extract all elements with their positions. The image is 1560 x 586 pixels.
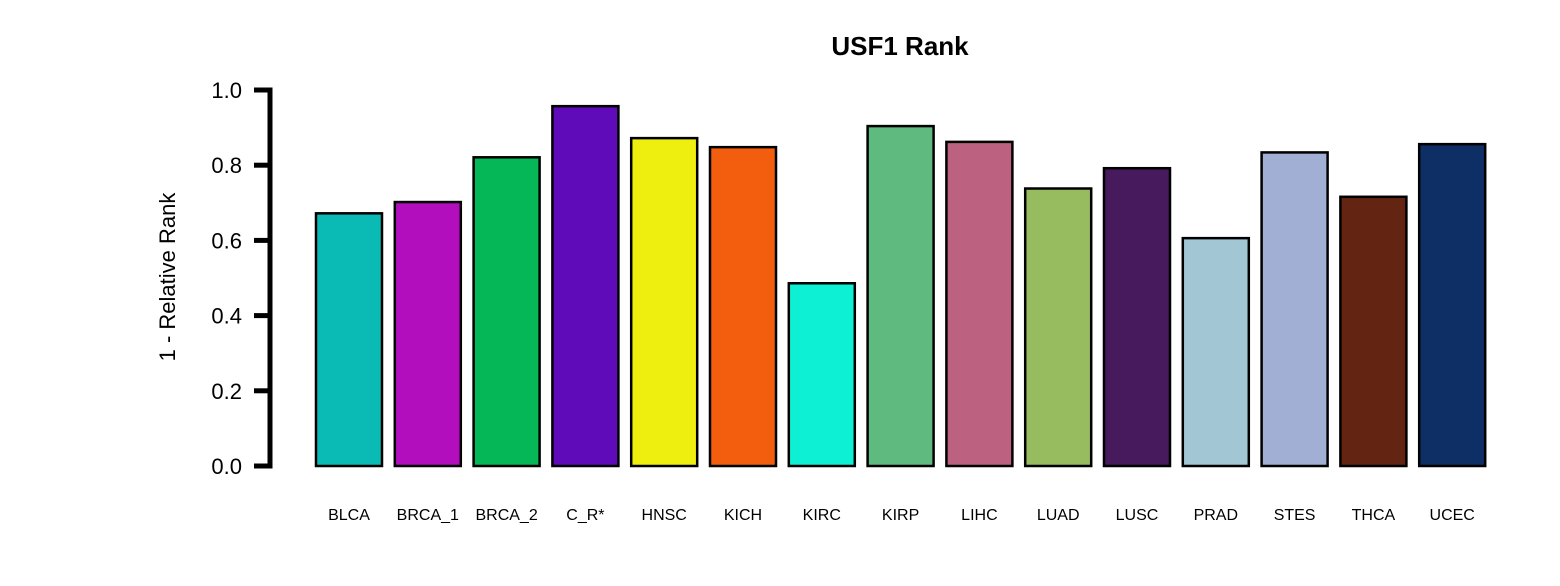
bar-luad: [1023, 187, 1093, 468]
bar-brca-2: [472, 156, 541, 468]
y-tick-label: 1.0: [211, 78, 242, 103]
x-tick-label: BLCA: [328, 507, 370, 524]
bar-lusc: [1102, 166, 1172, 468]
bar-brca-1: [393, 200, 463, 468]
x-axis-labels: BLCA BRCA_1 BRCA_2 C_R* HNSC KICH KIRC KIRP LIHC…: [328, 507, 1475, 524]
bar-c-r: [551, 104, 620, 468]
y-tick-label: 0.4: [211, 304, 242, 329]
y-tick-label: 0.8: [211, 153, 242, 178]
bar-kirc: [787, 282, 857, 468]
bar-ucec: [1417, 142, 1487, 468]
bars: [314, 104, 1487, 468]
x-tick-label: BRCA_2: [475, 507, 537, 524]
x-tick-label: HNSC: [642, 507, 687, 524]
y-tick-label: 0.2: [211, 379, 242, 404]
bar-kirp: [866, 124, 935, 468]
bar-stes: [1260, 151, 1329, 468]
bar-prad: [1181, 236, 1251, 468]
x-tick-label: STES: [1274, 507, 1316, 524]
x-tick-label: THCA: [1352, 507, 1396, 524]
x-tick-label: BRCA_1: [397, 507, 459, 524]
x-tick-label: LUSC: [1116, 507, 1159, 524]
bar-thca: [1339, 195, 1408, 468]
bar-kich: [708, 145, 778, 468]
x-tick-label: KIRP: [882, 507, 919, 524]
y-axis-label: 1 - Relative Rank: [155, 192, 180, 362]
y-tick-label: 0.0: [211, 454, 242, 479]
x-tick-label: KICH: [724, 507, 762, 524]
x-tick-label: LIHC: [961, 507, 997, 524]
bar-lihc: [945, 140, 1014, 468]
bar-blca: [314, 212, 384, 468]
y-tick-label: 0.6: [211, 228, 242, 253]
x-tick-label: LUAD: [1037, 507, 1080, 524]
x-tick-label: UCEC: [1430, 507, 1475, 524]
chart-title: USF1 Rank: [831, 31, 969, 61]
bar-hnsc: [629, 136, 699, 468]
x-tick-label: KIRC: [803, 507, 841, 524]
x-tick-label: PRAD: [1194, 507, 1238, 524]
y-axis: 0.0 0.2 0.4 0.6 0.8 1.0: [211, 78, 273, 479]
x-tick-label: C_R*: [566, 507, 604, 524]
